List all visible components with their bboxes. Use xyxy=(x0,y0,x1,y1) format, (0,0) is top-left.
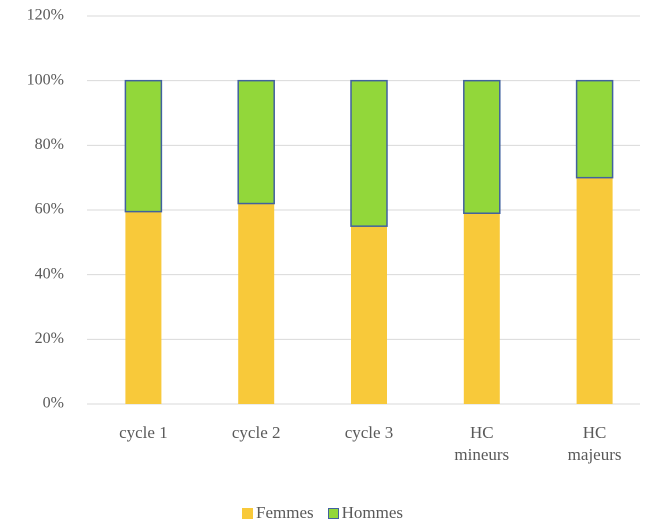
bar-segment xyxy=(463,79,501,214)
bar-segment xyxy=(576,177,613,404)
x-tick-label: cycle 2 xyxy=(231,423,281,442)
y-tick-label: 0% xyxy=(43,395,64,412)
legend-swatch xyxy=(242,507,253,519)
legend-swatch xyxy=(327,507,339,519)
bar-segment xyxy=(575,79,614,179)
x-tick-label: HC mineurs xyxy=(454,423,510,464)
x-tick-label: cycle 3 xyxy=(344,423,394,442)
y-tick-label: 20% xyxy=(35,330,64,347)
bar-segment xyxy=(237,79,275,205)
bar-segment xyxy=(125,211,162,404)
bar-segment xyxy=(124,79,163,213)
legend: Femmes Hommes xyxy=(0,503,645,523)
y-tick-label: 100% xyxy=(27,71,64,88)
legend-label: Femmes xyxy=(256,503,314,522)
bar-segment xyxy=(238,203,275,404)
legend-item: Femmes xyxy=(242,503,314,523)
y-tick-label: 80% xyxy=(35,136,64,153)
bar-segment xyxy=(463,213,500,404)
bar-segment xyxy=(350,79,388,227)
x-tick-label: cycle 1 xyxy=(119,423,168,442)
bar-segment xyxy=(351,226,387,404)
legend-item: Hommes xyxy=(327,503,403,523)
legend-label: Hommes xyxy=(341,503,403,522)
y-tick-label: 120% xyxy=(27,7,64,24)
x-tick-label: HC majeurs xyxy=(567,423,622,464)
y-tick-label: 60% xyxy=(35,201,64,218)
y-tick-label: 40% xyxy=(35,265,64,282)
